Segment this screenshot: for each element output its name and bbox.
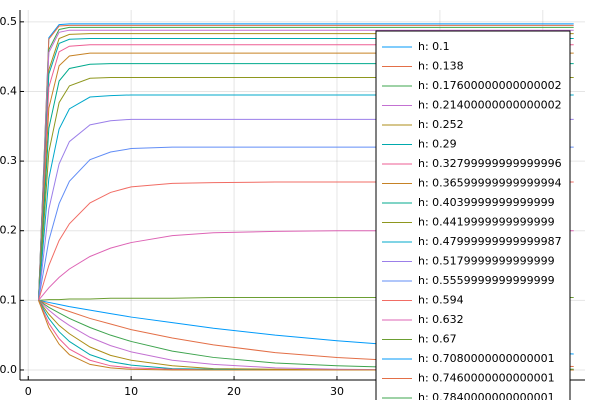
series-line [38,299,574,355]
series-line [38,230,574,301]
series-line [38,77,574,301]
series-line [38,63,574,301]
legend-label: h: 0.36599999999999994 [418,177,562,190]
series-line [38,299,574,370]
legend-label: h: 0.5559999999999999 [418,274,555,287]
legend-box [375,30,571,400]
y-tick-label: 0.2 [0,224,17,237]
series-line [38,29,574,301]
x-tick-label: 20 [227,385,241,398]
y-tick-label: 0.3 [0,154,17,167]
series-line [38,38,574,301]
series-line [38,146,574,301]
series-line [38,118,574,301]
legend-label: h: 0.594 [418,294,464,307]
legend-label: h: 0.4039999999999999 [418,196,555,209]
series-line [38,300,574,371]
series-line [38,299,574,371]
legend-label: h: 0.7080000000000001 [418,352,555,365]
series-line [38,52,574,301]
series-line [38,94,574,301]
y-tick-label: 0.0 [0,363,17,376]
legend-label: h: 0.47999999999999987 [418,235,562,248]
series-line [38,33,574,301]
y-tick-label: 0.1 [0,293,17,306]
y-tick-label: 0.4 [0,84,17,97]
y-tick-label: 0.5 [0,15,17,28]
legend-label: h: 0.7840000000000001 [418,391,555,400]
legend-label: h: 0.632 [418,313,464,326]
legend-label: h: 0.5179999999999999 [418,255,555,268]
legend-label: h: 0.29 [418,138,457,151]
series-line [38,299,574,367]
x-tick-label: 30 [330,385,344,398]
legend-label: h: 0.252 [418,118,464,131]
series-line [38,26,574,301]
series-line [38,23,574,301]
legend-label: h: 0.21400000000000002 [418,99,562,112]
legend-label: h: 0.7460000000000001 [418,372,555,385]
series-line [38,297,574,301]
series-line [38,24,574,301]
legend-label: h: 0.17600000000000002 [418,79,562,92]
x-tick-label: 10 [124,385,138,398]
series-line [38,44,574,301]
legend-label: h: 0.1 [418,40,450,53]
legend-label: h: 0.32799999999999996 [418,157,562,170]
legend-label: h: 0.138 [418,60,464,73]
series-line [38,181,574,301]
x-tick-label: 0 [25,385,32,398]
legend-label: h: 0.67 [418,333,457,346]
legend-label: h: 0.4419999999999999 [418,216,555,229]
